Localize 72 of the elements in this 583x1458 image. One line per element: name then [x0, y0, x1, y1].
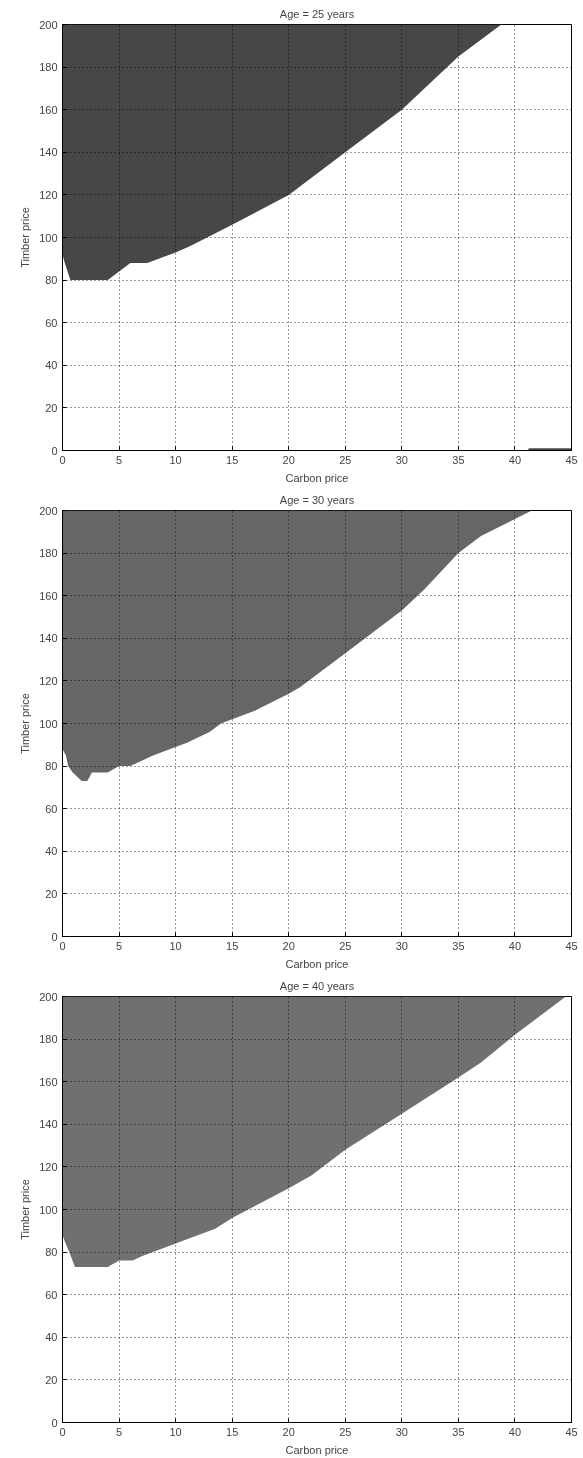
y-tick-label: 0 [51, 1416, 58, 1429]
x-tick-label: 0 [59, 453, 66, 466]
x-tick-label: 40 [508, 453, 522, 466]
x-tick-label: 45 [565, 453, 578, 466]
y-tick-label: 200 [39, 504, 58, 517]
y-tick-label: 40 [45, 359, 58, 372]
x-tick-label: 15 [226, 453, 239, 466]
x-tick-label: 35 [452, 453, 465, 466]
y-tick-label: 120 [39, 1160, 58, 1173]
y-tick-label: 20 [45, 887, 58, 900]
x-tick-label: 10 [169, 453, 182, 466]
y-tick-label: 80 [45, 1246, 58, 1259]
x-tick-label: 45 [565, 1425, 578, 1438]
y-tick-label: 100 [39, 231, 58, 244]
y-tick-label: 80 [45, 760, 58, 773]
x-axis-title: Carbon price [285, 957, 349, 970]
x-axis-title: Carbon price [285, 1443, 349, 1456]
y-tick-label: 160 [39, 589, 58, 602]
x-tick-label: 10 [169, 1425, 182, 1438]
y-tick-label: 20 [45, 401, 58, 414]
x-tick-label: 35 [452, 1425, 465, 1438]
x-tick-label: 40 [508, 1425, 522, 1438]
x-tick-label: 0 [59, 939, 66, 952]
y-tick-label: 0 [51, 930, 58, 943]
y-tick-label: 140 [39, 146, 58, 159]
y-tick-label: 60 [45, 1288, 58, 1301]
x-tick-label: 5 [116, 453, 123, 466]
y-tick-label: 60 [45, 316, 58, 329]
y-tick-label: 140 [39, 1118, 58, 1131]
y-tick-label: 140 [39, 632, 58, 645]
y-tick-label: 100 [39, 717, 58, 730]
x-axis-title: Carbon price [285, 471, 349, 484]
x-tick-label: 30 [395, 453, 408, 466]
x-tick-label: 25 [339, 939, 352, 952]
y-tick-label: 160 [39, 103, 58, 116]
x-tick-label: 10 [169, 939, 182, 952]
y-tick-label: 180 [39, 1033, 58, 1046]
x-tick-label: 20 [282, 939, 295, 952]
y-tick-label: 200 [39, 18, 58, 31]
x-tick-label: 20 [282, 453, 295, 466]
y-axis-title: Timber price [19, 693, 32, 754]
y-tick-label: 180 [39, 61, 58, 74]
y-tick-label: 80 [45, 274, 58, 287]
chart-title: Age = 30 years [279, 493, 355, 506]
y-tick-label: 120 [39, 674, 58, 687]
y-tick-label: 120 [39, 188, 58, 201]
y-axis-title: Timber price [19, 1179, 32, 1240]
x-tick-label: 5 [116, 939, 123, 952]
x-tick-label: 30 [395, 1425, 408, 1438]
x-tick-label: 15 [226, 939, 239, 952]
y-tick-label: 160 [39, 1075, 58, 1088]
x-tick-label: 40 [508, 939, 522, 952]
x-tick-label: 45 [565, 939, 578, 952]
y-tick-label: 20 [45, 1373, 58, 1386]
y-tick-label: 100 [39, 1203, 58, 1216]
x-tick-label: 15 [226, 1425, 239, 1438]
chart-title: Age = 25 years [279, 7, 355, 20]
y-tick-label: 0 [51, 444, 58, 457]
x-tick-label: 20 [282, 1425, 295, 1438]
y-tick-label: 40 [45, 1331, 58, 1344]
x-tick-label: 30 [395, 939, 408, 952]
x-tick-label: 5 [116, 1425, 123, 1438]
x-tick-label: 0 [59, 1425, 66, 1438]
x-tick-label: 35 [452, 939, 465, 952]
x-tick-label: 25 [339, 1425, 352, 1438]
y-tick-label: 200 [39, 990, 58, 1003]
y-axis-title: Timber price [19, 207, 32, 268]
x-tick-label: 25 [339, 453, 352, 466]
y-tick-label: 40 [45, 845, 58, 858]
chart-title: Age = 40 years [279, 979, 355, 992]
y-tick-label: 60 [45, 802, 58, 815]
y-tick-label: 180 [39, 547, 58, 560]
